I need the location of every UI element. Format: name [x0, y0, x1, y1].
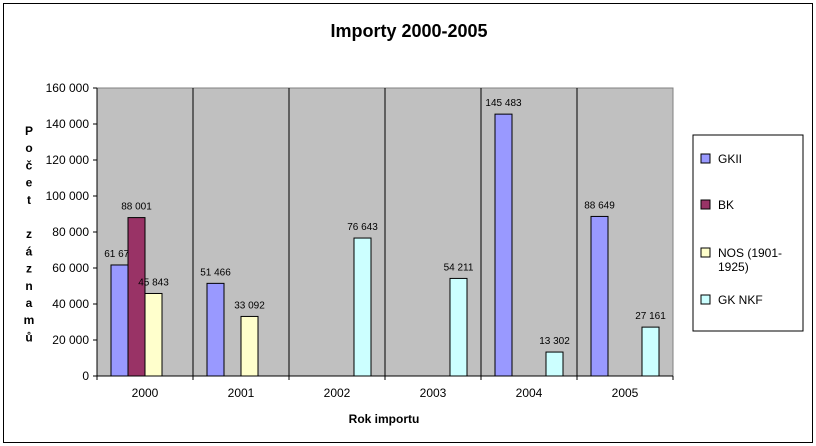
chart-frame: Importy 2000-2005 0 20 000 40 000 60 000 80 …	[3, 3, 813, 443]
y-tick-label: 80 000	[52, 225, 89, 239]
legend-swatch	[700, 199, 711, 210]
y-axis-title-letter: P	[25, 124, 33, 138]
y-axis-title-letter: č	[26, 158, 33, 172]
y-tick-label: 20 000	[52, 333, 89, 347]
bar	[449, 277, 468, 377]
y-tick-label: 140 000	[46, 117, 90, 131]
data-label: 51 466	[200, 267, 231, 278]
x-tick-label: 2005	[612, 386, 639, 400]
legend-label: 1925)	[718, 260, 749, 274]
bar	[590, 215, 609, 377]
plot-area: 0 20 000 40 000 60 000 80 000 100 000 120 000 1…	[46, 81, 674, 400]
data-label: 88 649	[584, 200, 615, 211]
bar	[110, 264, 129, 377]
y-tick-label: 160 000	[46, 81, 90, 95]
data-label: 13 302	[539, 336, 570, 347]
legend-box	[692, 134, 804, 332]
bar-chart: Importy 2000-2005 0 20 000 40 000 60 000 80 …	[24, 21, 804, 426]
chart-title: Importy 2000-2005	[330, 21, 487, 41]
bar	[206, 282, 225, 377]
x-tick-label: 2001	[228, 386, 255, 400]
legend-swatch	[700, 153, 711, 164]
x-tick-label: 2004	[516, 386, 543, 400]
y-axis-title-letter: t	[27, 193, 31, 207]
data-label: 33 092	[234, 300, 265, 311]
y-axis-title-letter: a	[26, 296, 33, 310]
y-axis-title-letter: z	[26, 227, 32, 241]
y-axis-title-letter: m	[24, 313, 35, 327]
bar	[545, 351, 564, 377]
y-tick-label: 120 000	[46, 153, 90, 167]
bar	[353, 237, 372, 377]
y-axis-title-letter: o	[25, 141, 32, 155]
data-label: 54 211	[444, 262, 474, 273]
legend-label: GK NKF	[718, 293, 763, 307]
data-label: 145 483	[485, 98, 522, 109]
data-label: 88 001	[121, 202, 152, 213]
y-axis-title-letter: á	[26, 244, 33, 258]
bar	[144, 292, 163, 377]
y-axis-title-letter: ů	[25, 330, 32, 344]
bar	[127, 217, 146, 377]
x-tick-label: 2003	[420, 386, 447, 400]
bar	[240, 315, 259, 377]
data-label: 76 643	[347, 222, 378, 233]
legend-swatch	[700, 294, 711, 305]
y-tick-label: 0	[82, 369, 89, 383]
legend-label: GKII	[718, 152, 742, 166]
data-label: 61 679	[104, 249, 135, 260]
y-tick-label: 60 000	[52, 261, 89, 275]
legend-label: BK	[718, 198, 734, 212]
y-axis-title-letter: z	[26, 262, 32, 276]
legend: GKII BK NOS (1901-1925) GK NKF	[692, 134, 804, 332]
data-label: 45 843	[138, 277, 169, 288]
x-tick-label: 2000	[132, 386, 159, 400]
legend-swatch	[700, 247, 711, 258]
bar	[494, 113, 513, 377]
y-tick-label: 100 000	[46, 189, 90, 203]
bar	[641, 326, 660, 377]
y-axis-title-letter: e	[26, 176, 33, 190]
y-axis-title-letter: n	[25, 279, 32, 293]
x-axis-title: Rok importu	[349, 412, 420, 426]
x-tick-label: 2002	[324, 386, 351, 400]
legend-label: NOS (1901-	[718, 246, 782, 260]
data-label: 27 161	[635, 311, 666, 322]
y-tick-label: 40 000	[52, 297, 89, 311]
